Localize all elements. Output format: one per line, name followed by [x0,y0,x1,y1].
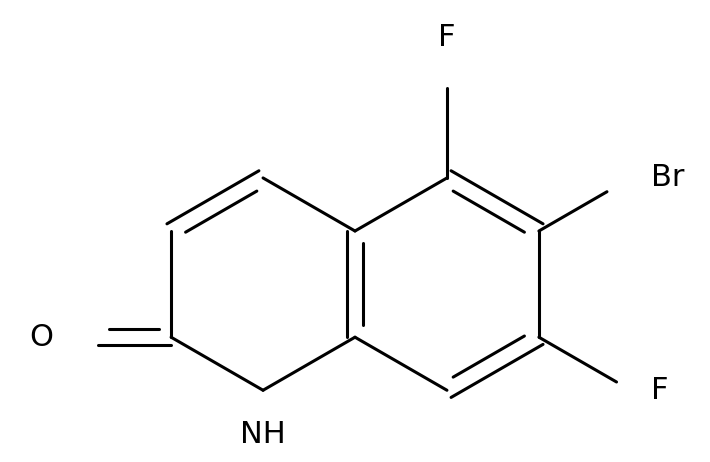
Text: O: O [29,322,53,352]
Text: F: F [438,23,456,51]
Text: NH: NH [240,419,286,449]
Text: F: F [651,376,669,405]
Text: Br: Br [651,164,684,193]
